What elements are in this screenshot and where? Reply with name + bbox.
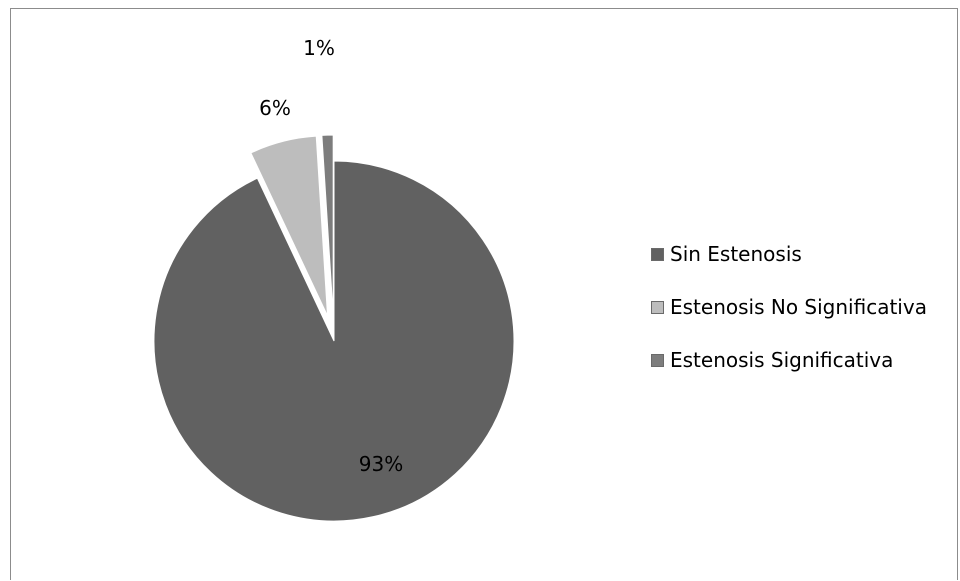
pie-slice-0 (153, 160, 515, 522)
pie-chart: 93% 6% 1% (153, 36, 515, 522)
pie-slice-2 (321, 134, 334, 316)
legend: Sin Estenosis Estenosis No Significativa… (651, 241, 927, 400)
legend-label: Estenosis Significativa (670, 348, 894, 372)
legend-swatch (651, 300, 664, 314)
data-label-1: 6% (259, 96, 291, 120)
data-label-2: 1% (303, 36, 335, 60)
chart-area: 93% 6% 1% Sin Estenosis Estenosis No Signi… (10, 8, 958, 580)
legend-swatch (651, 353, 664, 367)
legend-label: Estenosis No Significativa (670, 295, 927, 319)
legend-label: Sin Estenosis (670, 242, 802, 266)
legend-item-estenosis-no-significativa: Estenosis No Significativa (651, 294, 927, 320)
legend-item-estenosis-significativa: Estenosis Significativa (651, 347, 927, 373)
legend-swatch (651, 247, 664, 261)
data-label-0: 93% (359, 452, 403, 476)
pie-slice-1 (250, 135, 329, 317)
legend-item-sin-estenosis: Sin Estenosis (651, 241, 927, 267)
